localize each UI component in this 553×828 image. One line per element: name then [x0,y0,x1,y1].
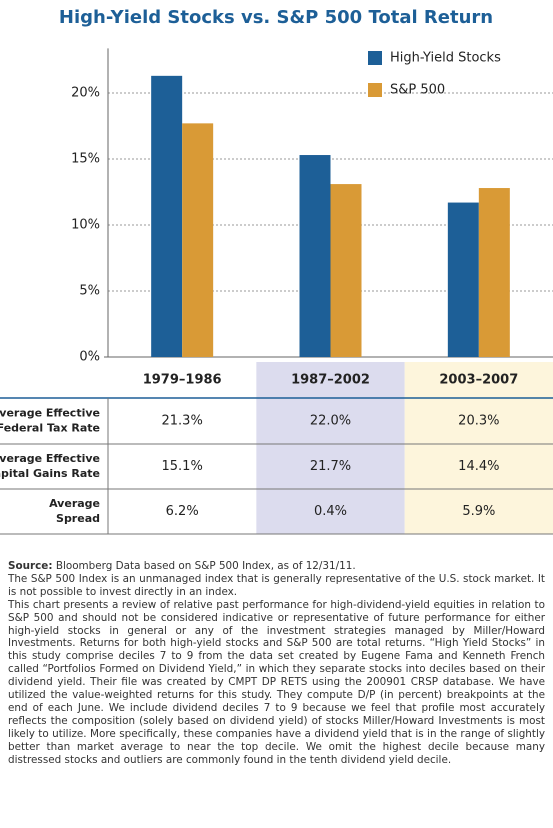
legend-swatch [368,51,382,65]
y-tick-label: 15% [71,152,100,167]
cell: 14.4% [458,459,499,474]
chart-title: High-Yield Stocks vs. S&P 500 Total Retu… [59,7,493,28]
source: Source: Bloomberg Data based on S&P 500 … [8,560,545,573]
legend-label: High-Yield Stocks [390,51,501,66]
legend-label: S&P 500 [390,83,445,98]
bar [182,123,214,357]
cell: 21.7% [310,459,351,474]
note-paragraph: The S&P 500 Index is an unmanaged index … [8,572,545,598]
row-label: Average Effective [0,407,100,420]
row-label: Federal Tax Rate [0,422,100,435]
bar [299,155,331,357]
row-label: Average [49,497,100,510]
column-shade [256,362,405,534]
cell: 22.0% [310,414,351,429]
source-label: Source: [8,560,53,572]
cell: 0.4% [314,504,347,519]
note-paragraph: This chart presents a review of relative… [8,598,545,766]
chart: High-Yield Stocks vs. S&P 500 Total Retu… [0,7,553,535]
x-tick-label: 2003–2007 [439,373,518,388]
cell: 15.1% [162,459,203,474]
bar [478,188,510,357]
cell: 5.9% [462,504,495,519]
bar [151,75,183,357]
row-label: Average Effective [0,452,100,465]
row-label: Capital Gains Rate [0,467,100,480]
y-tick-label: 5% [79,284,100,299]
notes: Source: Bloomberg Data based on S&P 500 … [8,560,545,767]
y-tick-label: 10% [71,218,100,233]
cell: 6.2% [166,504,199,519]
x-tick-label: 1987–2002 [291,373,370,388]
cell: 21.3% [162,414,203,429]
bar [330,184,362,357]
legend-swatch [368,83,382,97]
x-tick-label: 1979–1986 [143,373,222,388]
column-shade [108,362,257,534]
bar [447,202,479,357]
y-tick-label: 0% [79,350,100,365]
row-label: Spread [56,512,100,525]
y-tick-label: 20% [71,86,100,101]
cell: 20.3% [458,414,499,429]
column-shade [404,362,553,534]
source-text: Bloomberg Data based on S&P 500 Index, a… [55,560,356,572]
